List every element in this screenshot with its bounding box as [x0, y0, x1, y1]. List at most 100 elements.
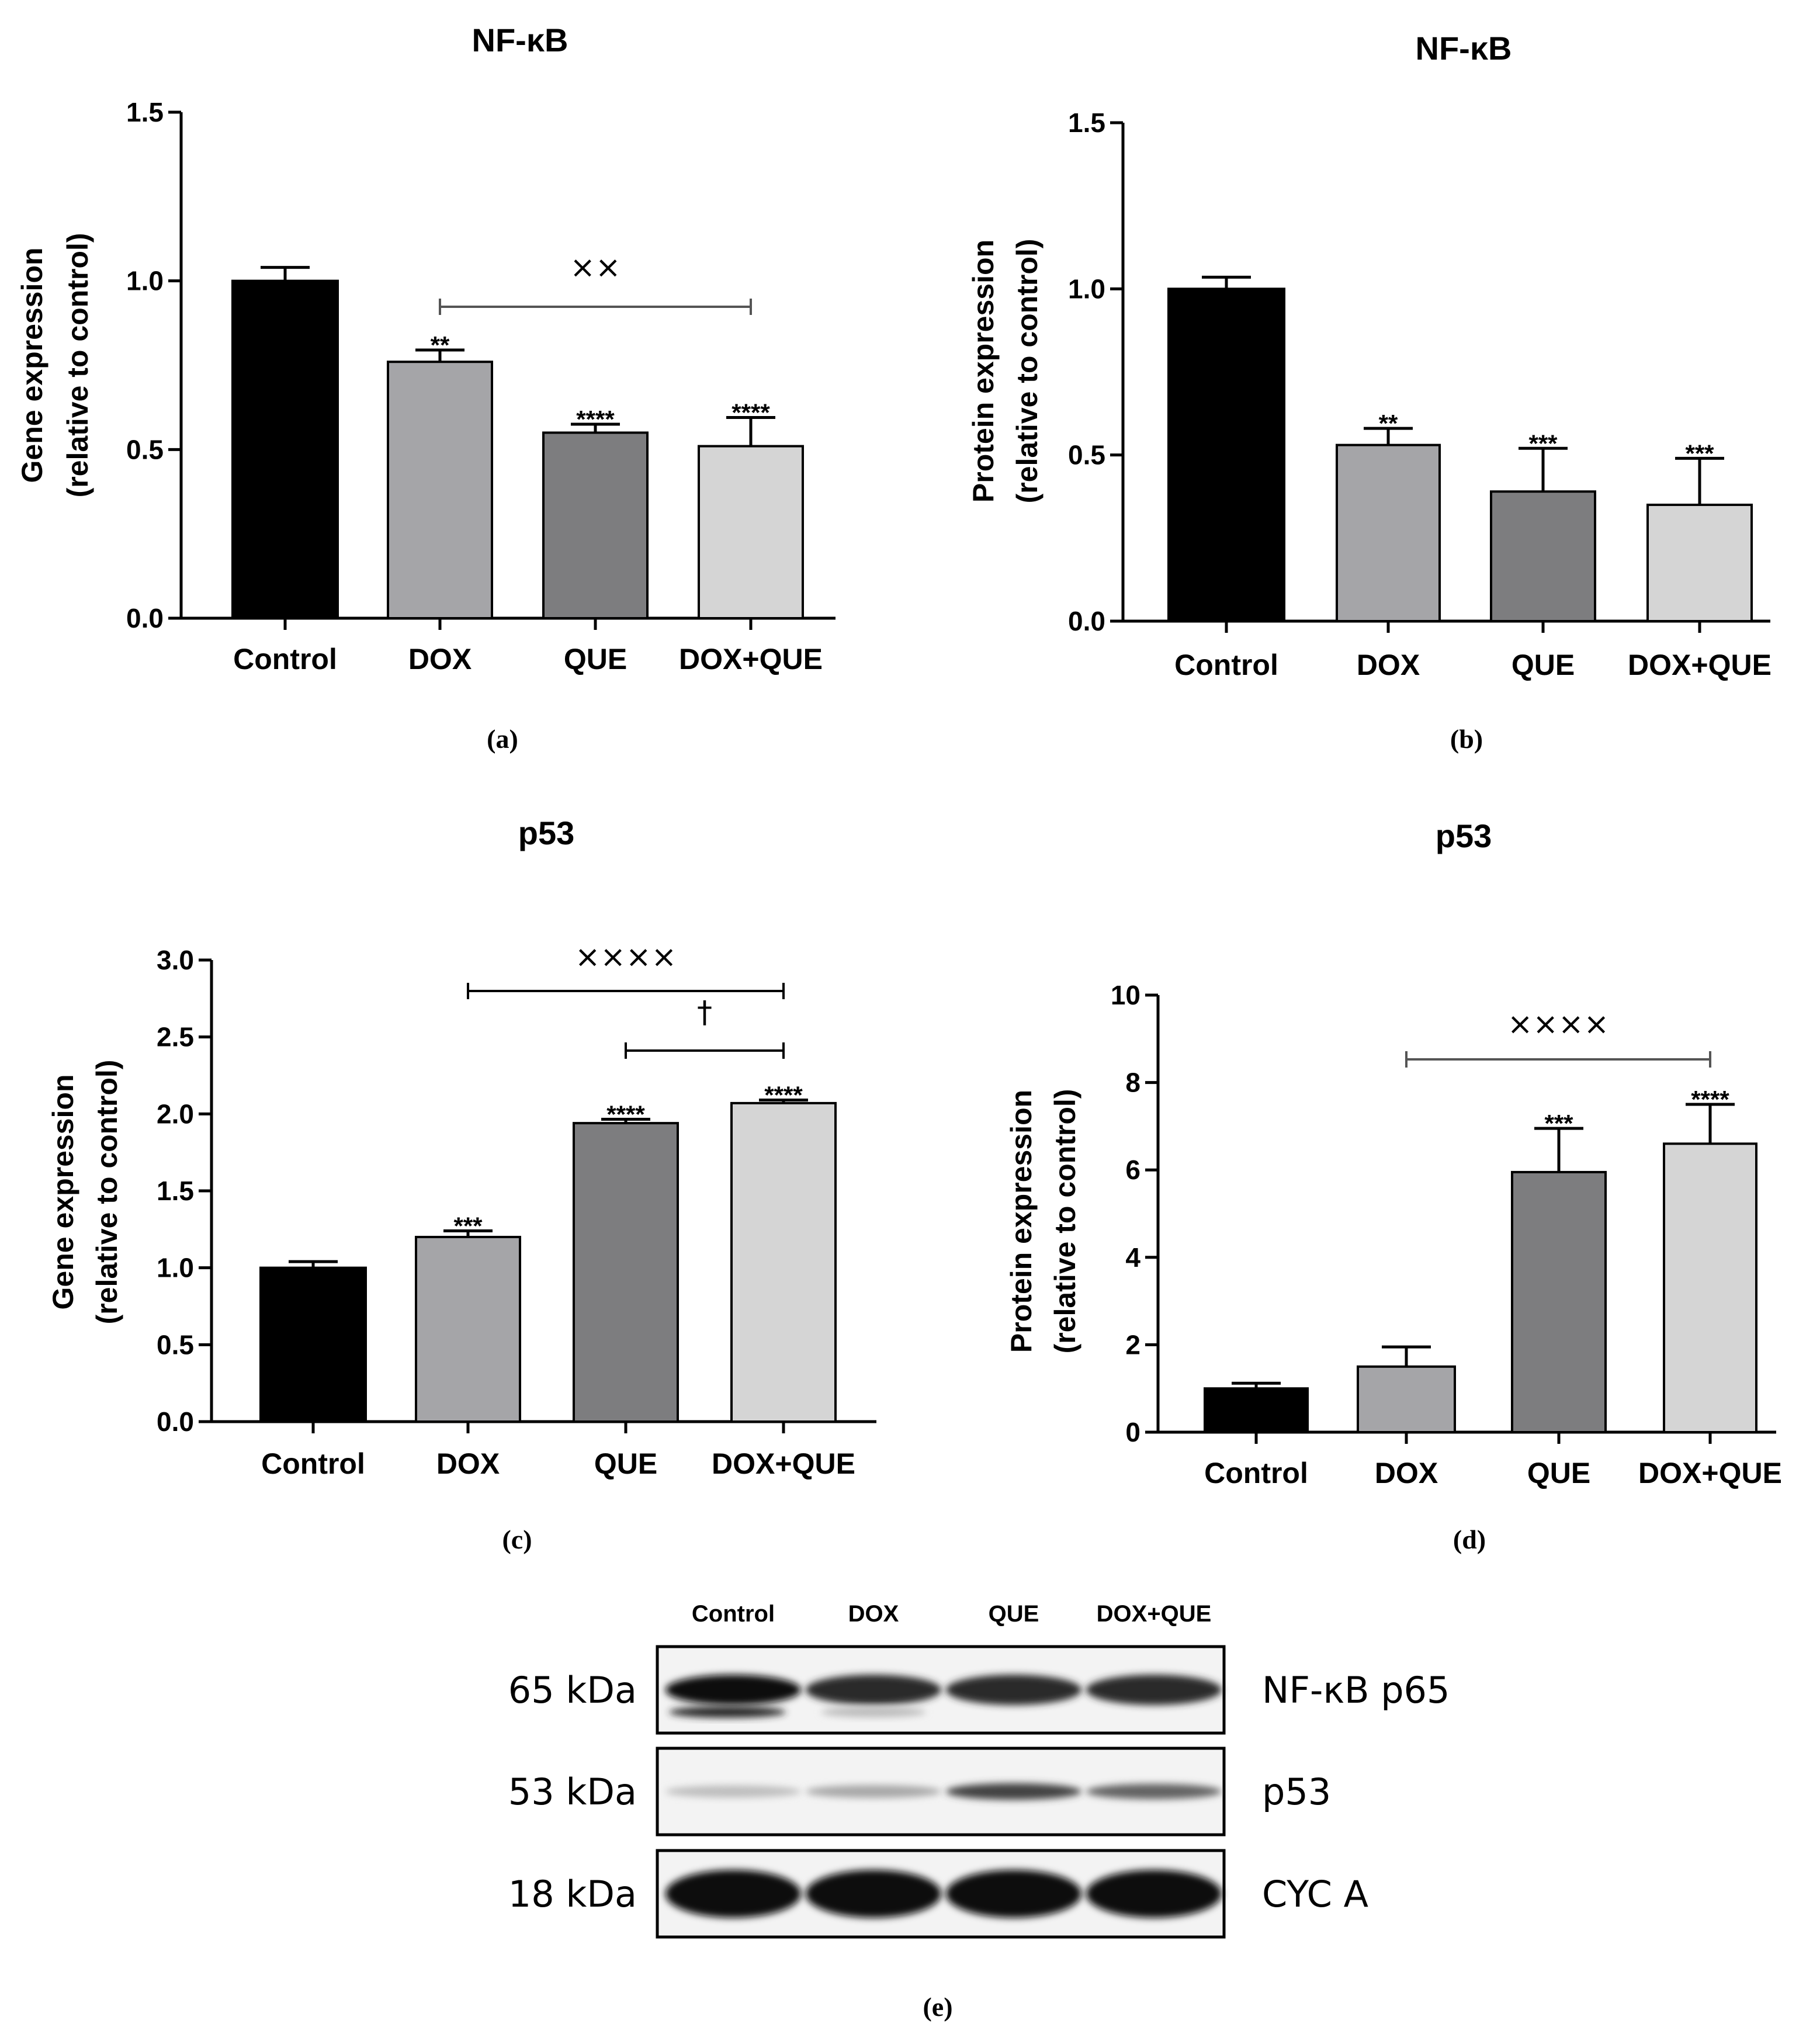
significance-stars: *** — [1544, 1110, 1573, 1137]
significance-stars: ** — [431, 331, 450, 359]
chart-title: p53 — [518, 815, 575, 851]
blot-band — [946, 1870, 1081, 1918]
bar-que — [542, 431, 649, 619]
x-tick-label: DOX — [1357, 649, 1420, 681]
panel-label: (c) — [502, 1524, 532, 1554]
bar-que — [1490, 490, 1596, 622]
y-tick-label: 1.0 — [157, 1253, 194, 1283]
chart-0: NF-κB Gene expression (relative to control… — [16, 22, 836, 754]
comparison-label: ×××× — [1507, 1007, 1609, 1042]
panel-label: (b) — [1450, 724, 1483, 754]
blot-band-secondary — [821, 1707, 926, 1717]
y-tick-label: 1.5 — [157, 1176, 194, 1206]
bar-que — [1511, 1170, 1607, 1433]
y-tick-label: 0 — [1125, 1417, 1140, 1447]
blot-band — [1086, 1675, 1222, 1705]
bar-dox-que — [1663, 1142, 1757, 1433]
chart-title: NF-κB — [1416, 30, 1512, 67]
x-tick-label: DOX — [408, 643, 472, 675]
blot-band — [665, 1675, 801, 1705]
blot-band — [1086, 1870, 1222, 1918]
blot-lane-label: QUE — [989, 1601, 1039, 1627]
bar-control — [259, 1266, 367, 1423]
x-tick-label: QUE — [594, 1447, 657, 1480]
y-tick-label: 0.5 — [1068, 440, 1105, 470]
y-axis-label: Protein expression — [967, 240, 1000, 503]
bar-dox-que — [1646, 503, 1753, 623]
blot-band — [946, 1675, 1081, 1705]
significance-stars: ** — [1379, 410, 1398, 437]
y-axis-label-sub: (relative to control) — [61, 233, 94, 498]
bar-control — [1167, 287, 1285, 623]
bar-dox — [1336, 443, 1441, 623]
bar-dox-que — [730, 1101, 837, 1423]
x-tick-label: DOX+QUE — [1628, 649, 1772, 681]
y-tick-label: 0.5 — [126, 434, 164, 465]
y-tick-label: 1.5 — [126, 97, 164, 127]
y-tick-label: 0.5 — [157, 1329, 194, 1360]
x-tick-label: Control — [261, 1447, 365, 1480]
comparison-label: ×××× — [575, 940, 677, 975]
y-axis-label: Gene expression — [16, 248, 48, 483]
comparison-label: ×× — [570, 250, 620, 285]
x-tick-label: DOX — [436, 1447, 500, 1480]
bar-dox — [415, 1236, 521, 1423]
y-tick-label: 4 — [1125, 1242, 1140, 1273]
y-tick-label: 1.0 — [126, 266, 164, 296]
significance-stars: *** — [1685, 439, 1714, 467]
blot-lane-label: Control — [692, 1601, 775, 1627]
significance-stars: **** — [606, 1101, 645, 1128]
significance-stars: **** — [1691, 1086, 1729, 1113]
y-axis-label-sub: (relative to control) — [91, 1060, 123, 1325]
significance-stars: *** — [453, 1212, 483, 1239]
blot-protein-label: p53 — [1262, 1770, 1331, 1813]
x-tick-label: QUE — [1527, 1457, 1590, 1489]
blot-band-secondary — [669, 1706, 786, 1718]
bar-control — [1204, 1387, 1309, 1433]
x-tick-label: Control — [1204, 1457, 1308, 1489]
y-axis-label-sub: (relative to control) — [1011, 239, 1044, 504]
y-tick-label: 8 — [1125, 1068, 1140, 1098]
y-axis-label: Protein expression — [1005, 1090, 1038, 1353]
blot-row-0: 65 kDa NF-κB p65 — [508, 1645, 1450, 1735]
chart-title: NF-κB — [472, 22, 568, 58]
blot-protein-label: NF-κB p65 — [1262, 1669, 1450, 1711]
blot-band — [806, 1785, 941, 1799]
blot-band — [665, 1785, 801, 1798]
significance-stars: **** — [576, 406, 615, 433]
significance-stars: **** — [764, 1082, 803, 1109]
x-tick-label: DOX+QUE — [679, 643, 823, 675]
panel-label: (e) — [923, 1992, 952, 2022]
y-tick-label: 0.0 — [157, 1406, 194, 1437]
x-tick-label: Control — [233, 643, 337, 675]
significance-stars: *** — [1528, 429, 1558, 457]
x-tick-label: DOX — [1375, 1457, 1438, 1489]
y-tick-label: 6 — [1125, 1155, 1140, 1185]
blot-band — [665, 1870, 801, 1918]
comparison-label: † — [697, 995, 712, 1030]
y-tick-label: 0.0 — [126, 603, 164, 633]
blot-size-label: 18 kDa — [508, 1873, 637, 1915]
x-tick-label: Control — [1174, 649, 1278, 681]
blot-protein-label: CYC A — [1262, 1873, 1368, 1915]
panel-label: (a) — [487, 724, 518, 754]
charts-layer: NF-κB Gene expression (relative to control… — [16, 22, 1782, 1554]
x-tick-label: DOX+QUE — [712, 1447, 855, 1480]
panel-label: (d) — [1453, 1524, 1486, 1554]
y-tick-label: 2.0 — [157, 1099, 194, 1129]
bar-dox — [387, 361, 493, 620]
blot-band — [946, 1783, 1081, 1800]
y-tick-label: 2 — [1125, 1329, 1140, 1360]
x-tick-label: DOX+QUE — [1638, 1457, 1782, 1489]
y-tick-label: 3.0 — [157, 945, 194, 975]
blot-row-2: 18 kDa CYC A — [508, 1849, 1368, 1939]
blot-band — [1086, 1783, 1222, 1800]
chart-3: p53 Protein expression (relative to contro… — [1005, 817, 1782, 1554]
bar-que — [573, 1122, 679, 1423]
y-tick-label: 1.5 — [1068, 108, 1105, 138]
x-tick-label: QUE — [564, 643, 627, 675]
blot-lane-label: DOX+QUE — [1097, 1601, 1212, 1627]
blot-lane-label: DOX — [848, 1601, 899, 1627]
western-blot: Control DOX QUE DOX+QUE 65 kDa NF-κB p65 53 kD… — [508, 1601, 1450, 2022]
